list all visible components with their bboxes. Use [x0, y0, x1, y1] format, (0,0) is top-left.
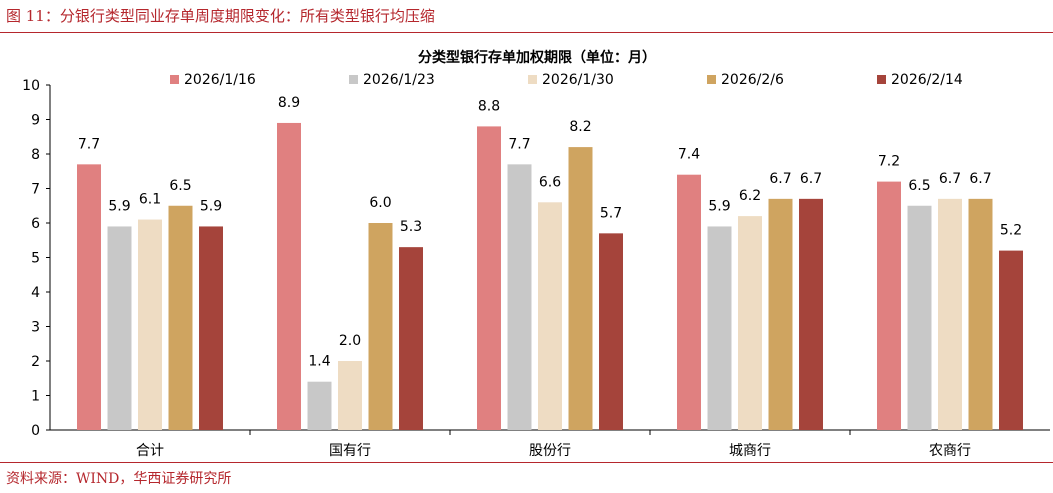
legend-label: 2026/2/14 [891, 72, 963, 88]
bars [77, 122, 1023, 431]
y-axis: 0 1 2 3 4 5 6 7 8 9 10 [22, 78, 51, 439]
data-label: 6.7 [939, 171, 961, 187]
bar [507, 164, 532, 430]
legend-swatch [349, 75, 358, 84]
bar [799, 198, 823, 430]
bar [138, 219, 162, 430]
data-label: 8.8 [478, 98, 500, 114]
bar [368, 223, 393, 430]
y-tick-label: 1 [31, 389, 40, 405]
x-axis: 合计 国有行 股份行 城商行 农商行 [50, 429, 1050, 459]
bar [568, 147, 593, 430]
bar [538, 202, 562, 430]
chart-title: 分类型银行存单加权期限（单位：月） [418, 49, 656, 66]
source-note: 资料来源：WIND，华西证券研究所 [6, 471, 232, 487]
data-label: 6.5 [908, 178, 930, 194]
category-label: 股份行 [529, 443, 571, 459]
category-label: 国有行 [329, 443, 371, 459]
bar [168, 205, 193, 430]
data-label: 7.4 [678, 147, 700, 163]
data-label: 2.0 [339, 333, 361, 349]
data-label: 7.2 [878, 154, 900, 170]
bar [968, 198, 993, 430]
y-tick-label: 7 [31, 182, 40, 198]
data-label: 6.7 [769, 171, 791, 187]
data-label: 6.0 [369, 195, 391, 211]
bar [999, 250, 1023, 430]
y-tick-label: 8 [31, 147, 40, 163]
bar [277, 122, 301, 430]
data-label: 8.2 [569, 119, 591, 135]
bar [707, 226, 732, 430]
y-tick-label: 9 [31, 113, 40, 129]
bar [107, 226, 132, 430]
legend-label: 2026/1/23 [363, 72, 435, 88]
legend-label: 2026/2/6 [721, 72, 784, 88]
category-label: 城商行 [729, 443, 771, 459]
data-label: 6.2 [739, 188, 761, 204]
legend-swatch [877, 75, 886, 84]
data-label: 7.7 [78, 136, 100, 152]
legend: 2026/1/16 2026/1/23 2026/1/30 2026/2/6 2026/… [170, 72, 963, 88]
top-divider [0, 32, 1053, 33]
bar [399, 247, 423, 430]
data-label: 8.9 [278, 95, 300, 111]
data-label: 6.6 [539, 174, 561, 190]
category-label: 农商行 [929, 443, 971, 459]
bottom-divider [0, 462, 1053, 463]
data-label: 6.1 [139, 192, 161, 208]
legend-swatch [707, 75, 716, 84]
legend-label: 2026/1/30 [542, 72, 614, 88]
bar [77, 164, 101, 430]
y-tick-label: 6 [31, 216, 40, 232]
y-tick-label: 2 [31, 354, 40, 370]
data-label: 6.7 [800, 171, 822, 187]
data-label: 5.9 [200, 198, 222, 214]
bar [307, 381, 332, 430]
data-label: 5.9 [708, 198, 730, 214]
data-label: 5.3 [400, 219, 422, 235]
bar [738, 216, 762, 430]
y-tick-label: 5 [31, 251, 40, 267]
data-label: 7.7 [508, 136, 530, 152]
bar [907, 205, 932, 430]
data-label: 1.4 [308, 354, 330, 370]
bar [938, 198, 962, 430]
y-tick-label: 0 [31, 423, 40, 439]
bar [768, 198, 793, 430]
data-label: 5.9 [108, 198, 130, 214]
bar [199, 226, 223, 430]
bar-chart: 分类型银行存单加权期限（单位：月） 2026/1/16 2026/1/23 2026… [22, 49, 1050, 459]
legend-swatch [170, 75, 179, 84]
y-tick-label: 4 [31, 285, 40, 301]
y-tick-label: 10 [22, 78, 40, 94]
bar [599, 233, 623, 430]
bar [877, 181, 901, 430]
data-label: 5.7 [600, 205, 622, 221]
data-label: 6.5 [169, 178, 191, 194]
figure-caption: 图 11：分银行类型同业存单周度期限变化：所有类型银行均压缩 [6, 7, 435, 25]
data-labels: 7.7 5.9 6.1 6.5 5.9 8.9 1.4 2.0 6.0 5.3 8.8 7.7 6.6 8… [78, 95, 1022, 370]
bar [338, 361, 362, 430]
legend-swatch [528, 75, 537, 84]
data-label: 6.7 [969, 171, 991, 187]
data-label: 5.2 [1000, 223, 1022, 239]
bar [477, 126, 501, 431]
legend-label: 2026/1/16 [184, 72, 256, 88]
y-tick-label: 3 [31, 320, 40, 336]
category-label: 合计 [136, 443, 164, 459]
bar [677, 174, 701, 430]
